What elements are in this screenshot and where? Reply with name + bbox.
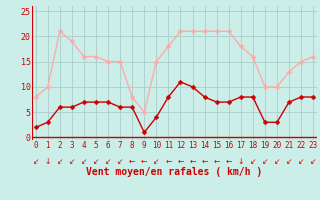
Text: ↙: ↙ <box>250 157 256 166</box>
Text: ↙: ↙ <box>105 157 111 166</box>
Text: ←: ← <box>177 157 184 166</box>
Text: ↙: ↙ <box>153 157 159 166</box>
Text: ←: ← <box>165 157 172 166</box>
Text: ↙: ↙ <box>81 157 87 166</box>
Text: ↙: ↙ <box>68 157 75 166</box>
Text: ↙: ↙ <box>93 157 99 166</box>
Text: ↙: ↙ <box>310 157 316 166</box>
Text: ←: ← <box>129 157 135 166</box>
Text: ↙: ↙ <box>298 157 304 166</box>
Text: ↙: ↙ <box>57 157 63 166</box>
Text: ↙: ↙ <box>117 157 123 166</box>
X-axis label: Vent moyen/en rafales ( km/h ): Vent moyen/en rafales ( km/h ) <box>86 167 262 177</box>
Text: ←: ← <box>201 157 208 166</box>
Text: ↙: ↙ <box>286 157 292 166</box>
Text: ↙: ↙ <box>274 157 280 166</box>
Text: ←: ← <box>141 157 148 166</box>
Text: ↓: ↓ <box>237 157 244 166</box>
Text: ↓: ↓ <box>44 157 51 166</box>
Text: ←: ← <box>213 157 220 166</box>
Text: ←: ← <box>226 157 232 166</box>
Text: ↙: ↙ <box>262 157 268 166</box>
Text: ↙: ↙ <box>32 157 39 166</box>
Text: ←: ← <box>189 157 196 166</box>
